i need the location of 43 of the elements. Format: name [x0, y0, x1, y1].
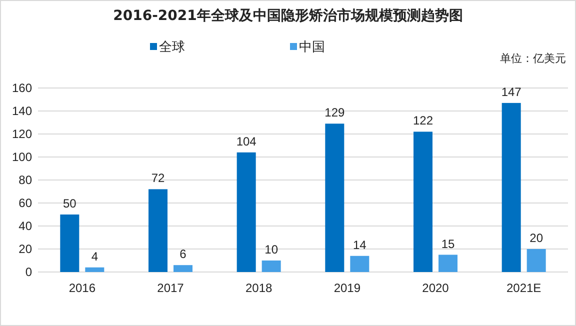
legend-label: 中国: [299, 40, 325, 55]
bar: [526, 249, 546, 272]
data-label: 147: [501, 84, 522, 99]
y-tick-label: 120: [12, 127, 32, 141]
x-tick-label: 2019: [334, 281, 361, 295]
y-tick-label: 80: [18, 173, 32, 187]
legend-label: 全球: [159, 40, 185, 55]
y-tick-label: 20: [18, 242, 32, 256]
bar: [174, 265, 192, 272]
bar: [236, 152, 256, 272]
bar: [502, 102, 521, 272]
data-label: 72: [151, 171, 165, 186]
data-label: 4: [91, 249, 98, 264]
data-label: 129: [324, 106, 345, 120]
data-label: 14: [352, 238, 367, 252]
bar: [262, 260, 281, 272]
x-tick-label: 2021E: [506, 281, 542, 295]
bar: [325, 124, 344, 272]
y-tick-label: 100: [12, 150, 32, 164]
bar: [85, 267, 104, 272]
x-tick-label: 2018: [245, 281, 273, 295]
bar: [414, 132, 432, 272]
data-label: 104: [236, 134, 257, 148]
bar: [350, 256, 370, 272]
data-label: 10: [264, 242, 278, 256]
bar: [60, 214, 80, 272]
y-tick-label: 0: [25, 265, 32, 279]
x-tick-label: 2020: [422, 281, 450, 295]
x-tick-label: 2017: [157, 281, 184, 295]
x-tick-label: 2016: [68, 281, 96, 295]
data-label: 15: [441, 236, 455, 251]
y-tick-label: 140: [12, 104, 32, 118]
chart-title: 2016-2021年全球及中国隐形矫治市场规模预测趋势图: [113, 7, 463, 24]
bar: [148, 189, 168, 272]
y-tick-label: 160: [12, 81, 32, 95]
data-label: 122: [412, 114, 434, 128]
y-tick-label: 60: [18, 196, 32, 210]
text: 单位：亿美元: [500, 52, 566, 65]
data-label: 50: [62, 196, 77, 210]
y-tick-label: 40: [18, 219, 32, 233]
data-label: 6: [180, 247, 187, 262]
data-label: 20: [530, 231, 544, 245]
bar: [438, 254, 458, 272]
